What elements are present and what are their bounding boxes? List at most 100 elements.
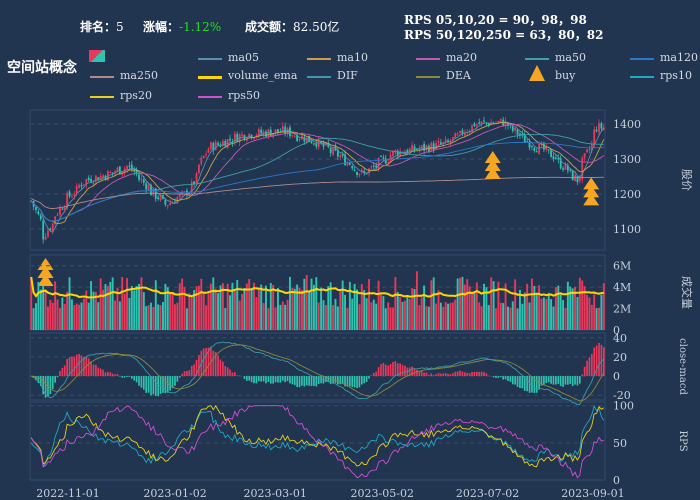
macd-histogram-bar	[516, 376, 519, 387]
macd-histogram-bar	[475, 371, 478, 377]
candle-body	[49, 229, 52, 231]
candle-body	[147, 184, 150, 191]
candle-body	[442, 142, 445, 144]
candle-body	[193, 181, 196, 185]
macd-histogram-bar	[372, 372, 375, 377]
volume-bar	[588, 297, 591, 330]
macd-histogram-bar	[217, 355, 219, 377]
line-dif	[30, 341, 605, 406]
macd-histogram-bar	[557, 376, 560, 384]
candle-body	[360, 169, 363, 173]
volume-bar	[425, 305, 428, 330]
candle-body	[272, 132, 275, 137]
volume-bar	[511, 301, 514, 330]
volume-bar	[181, 278, 184, 330]
macd-histogram-bar	[66, 359, 68, 377]
candle-body	[114, 171, 116, 173]
macd-histogram-bar	[71, 356, 73, 377]
volume-bar	[478, 302, 481, 330]
line-rps10	[30, 404, 605, 469]
macd-histogram-bar	[495, 376, 497, 378]
volume-bar	[114, 300, 117, 330]
candle-body	[44, 236, 47, 240]
volume-bar	[272, 284, 275, 330]
volume-bar	[602, 283, 605, 330]
candle-body	[82, 184, 85, 186]
macd-histogram-bar	[245, 376, 248, 381]
candle-body	[490, 122, 493, 125]
macd-histogram-bar	[152, 376, 155, 395]
volume-bar	[497, 281, 500, 330]
candle-body	[562, 168, 564, 170]
volume-bar	[171, 292, 174, 330]
buy-signal-marker	[37, 265, 54, 278]
macd-histogram-bar	[327, 376, 330, 383]
legend-swatch	[630, 58, 654, 60]
macd-histogram-bar	[313, 376, 315, 386]
macd-histogram-bar	[97, 367, 100, 377]
candle-body	[176, 197, 179, 204]
volume-bar	[461, 276, 464, 330]
volume-bar	[219, 285, 222, 330]
macd-histogram-bar	[305, 376, 308, 386]
volume-bar	[257, 288, 260, 330]
candle-body	[85, 179, 88, 185]
volume-bar	[547, 292, 550, 330]
volume-bar	[262, 303, 265, 330]
macd-histogram-bar	[492, 376, 495, 378]
volume-bar	[126, 278, 128, 330]
volume-tick-label: 2M	[613, 303, 631, 316]
candle-body	[569, 169, 572, 171]
volume-bar	[423, 285, 426, 330]
volume-bar	[329, 282, 332, 330]
volume-bar	[475, 282, 478, 330]
rps-tick-label: 50	[613, 437, 627, 450]
candle-body	[353, 169, 356, 171]
candle-body	[545, 147, 548, 150]
macd-histogram-bar	[269, 376, 272, 384]
candle-body	[346, 162, 349, 166]
macd-histogram-bar	[236, 375, 239, 377]
candle-body	[475, 124, 478, 126]
candle-body	[157, 197, 160, 200]
macd-histogram-bar	[250, 376, 253, 383]
macd-histogram-bar	[504, 376, 507, 380]
volume-bar	[241, 293, 243, 330]
volume-bar	[226, 283, 229, 330]
macd-histogram-bar	[360, 376, 363, 385]
macd-histogram-bar	[411, 366, 413, 377]
volume-bar	[97, 302, 100, 330]
macd-histogram-bar	[123, 376, 126, 378]
volume-bar	[487, 305, 490, 330]
macd-histogram-bar	[351, 376, 354, 387]
volume-bar	[138, 283, 140, 330]
candle-body	[296, 134, 299, 141]
legend-label: ma250	[120, 69, 158, 82]
macd-histogram-bar	[502, 376, 505, 380]
macd-histogram-bar	[535, 376, 538, 393]
volume-bar	[411, 288, 414, 330]
macd-histogram-bar	[107, 371, 109, 377]
line-ma250	[30, 176, 604, 209]
macd-histogram-bar	[533, 376, 536, 393]
candle-body	[106, 171, 109, 181]
volume-tick-label: 6M	[613, 260, 631, 273]
legend-label: rps20	[120, 89, 152, 102]
volume-bar	[492, 281, 495, 330]
volume-bar	[432, 277, 435, 330]
volume-bar	[382, 296, 385, 330]
macd-histogram-bar	[286, 376, 289, 382]
volume-bar	[389, 307, 392, 330]
volume-bar	[413, 289, 416, 330]
volume-bar	[466, 279, 469, 330]
volume-bar	[51, 302, 54, 330]
candle-body	[150, 184, 152, 196]
macd-histogram-bar	[83, 356, 85, 377]
volume-bar	[94, 292, 97, 330]
volume-bar	[598, 307, 600, 330]
candle-body	[68, 191, 71, 197]
volume-bar	[68, 277, 71, 330]
legend-swatch	[90, 96, 114, 98]
volume-bar	[152, 306, 155, 330]
volume-bar	[205, 305, 208, 330]
